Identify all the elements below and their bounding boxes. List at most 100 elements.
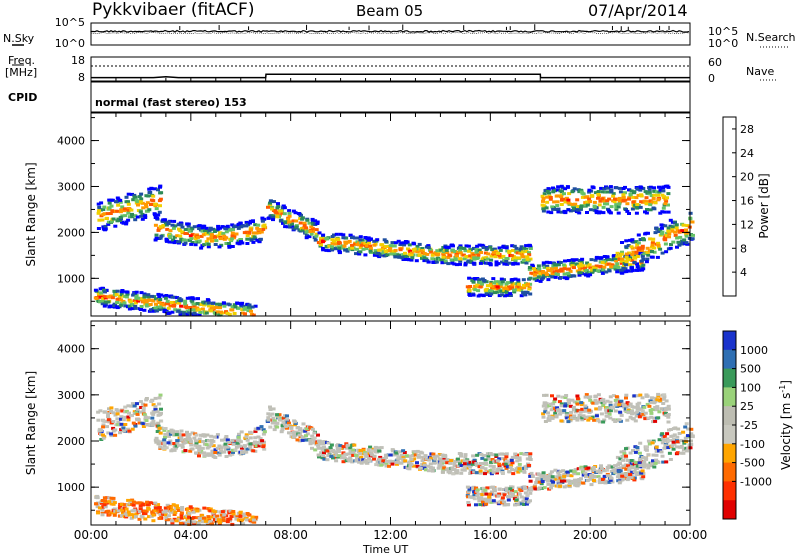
scatter-cell — [402, 451, 407, 454]
scatter-cell — [497, 492, 502, 496]
scatter-cell — [137, 510, 142, 513]
scatter-cell — [209, 438, 214, 442]
scatter-cell — [545, 264, 550, 268]
scatter-cell — [671, 434, 676, 438]
scatter-cell — [103, 300, 108, 304]
scatter-cell — [641, 475, 646, 479]
scatter-cell — [144, 419, 149, 422]
scatter-cell — [172, 304, 177, 308]
scatter-cell — [535, 269, 540, 273]
scatter-cell — [241, 304, 246, 308]
scatter-cell — [420, 459, 425, 463]
scatter-cell — [233, 448, 238, 452]
scatter-cell — [496, 287, 501, 291]
scatter-cell — [210, 304, 215, 308]
scatter-cell — [161, 224, 166, 227]
scatter-cell — [116, 203, 121, 207]
scatter-cell — [668, 218, 673, 222]
scatter-cell — [395, 462, 399, 466]
scatter-cell — [624, 396, 628, 400]
scatter-cell — [579, 465, 584, 469]
scatter-cell — [627, 212, 631, 215]
date-title: 07/Apr/2014 — [588, 1, 688, 20]
scatter-cell — [553, 468, 558, 472]
scatter-cell — [575, 397, 580, 401]
scatter-cell — [455, 263, 459, 267]
scatter-cell — [385, 253, 390, 257]
scatter-cell — [528, 455, 532, 459]
scatter-cell — [570, 190, 575, 194]
scatter-cell — [632, 191, 636, 195]
scatter-cell — [690, 434, 695, 438]
scatter-cell — [222, 438, 227, 442]
scatter-cell — [649, 415, 654, 419]
scatter-cell — [168, 439, 173, 443]
scatter-cell — [606, 207, 610, 211]
scatter-cell — [98, 409, 103, 413]
scatter-cell — [615, 475, 620, 479]
scatter-cell — [549, 486, 553, 490]
scatter-cell — [596, 400, 601, 404]
scatter-cell — [136, 299, 141, 303]
scatter-cell — [208, 507, 213, 511]
scatter-cell — [397, 450, 402, 454]
scatter-cell — [593, 191, 598, 195]
scatter-cell — [341, 233, 346, 237]
scatter-cell — [415, 449, 420, 453]
scatter-cell — [262, 447, 267, 451]
scatter-cell — [542, 192, 547, 196]
scatter-cell — [361, 247, 366, 251]
scatter-cell — [660, 441, 665, 445]
scatter-cell — [141, 299, 146, 303]
scatter-cell — [518, 469, 523, 473]
scatter-cell — [644, 202, 649, 206]
scatter-cell — [227, 312, 232, 316]
scatter-cell — [631, 240, 636, 244]
scatter-cell — [646, 231, 650, 235]
scatter-cell — [561, 469, 566, 473]
scatter-cell — [289, 431, 294, 435]
scatter-cell — [402, 243, 407, 247]
scatter-cell — [381, 251, 386, 255]
scatter-cell — [431, 452, 436, 456]
scatter-cell — [635, 187, 640, 191]
scatter-cell — [660, 232, 664, 236]
scatter-cell — [109, 406, 114, 410]
scatter-cell — [614, 401, 619, 405]
freq-left-tick: 18 — [71, 54, 85, 67]
scatter-cell — [126, 192, 131, 196]
scatter-cell — [187, 511, 192, 515]
scatter-cell — [298, 427, 303, 431]
scatter-cell — [153, 238, 158, 242]
scatter-cell — [497, 254, 502, 258]
scatter-cell — [135, 215, 140, 219]
scatter-cell — [584, 406, 589, 410]
scatter-cell — [248, 442, 253, 446]
scatter-cell — [556, 260, 561, 264]
scatter-cell — [630, 266, 634, 270]
scatter-cell — [592, 479, 596, 482]
scatter-cell — [601, 478, 605, 481]
scatter-cell — [676, 240, 681, 244]
scatter-cell — [131, 421, 136, 425]
scatter-cell — [385, 460, 389, 463]
scatter-cell — [146, 507, 151, 511]
scatter-cell — [317, 455, 321, 459]
scatter-cell — [510, 468, 514, 472]
scatter-cell — [363, 241, 368, 245]
scatter-cell — [555, 406, 560, 410]
scatter-cell — [591, 466, 596, 470]
scatter-cell — [134, 512, 139, 516]
scatter-cell — [343, 240, 348, 244]
scatter-cell — [648, 203, 653, 207]
scatter-cell — [643, 417, 648, 421]
scatter-cell — [440, 261, 445, 265]
scatter-cell — [644, 456, 649, 460]
scatter-cell — [502, 462, 507, 466]
scatter-cell — [565, 416, 570, 420]
scatter-cell — [654, 449, 659, 453]
scatter-cell — [522, 452, 527, 456]
scatter-cell — [617, 186, 622, 190]
scatter-cell — [528, 452, 533, 456]
scatter-cell — [593, 398, 598, 402]
